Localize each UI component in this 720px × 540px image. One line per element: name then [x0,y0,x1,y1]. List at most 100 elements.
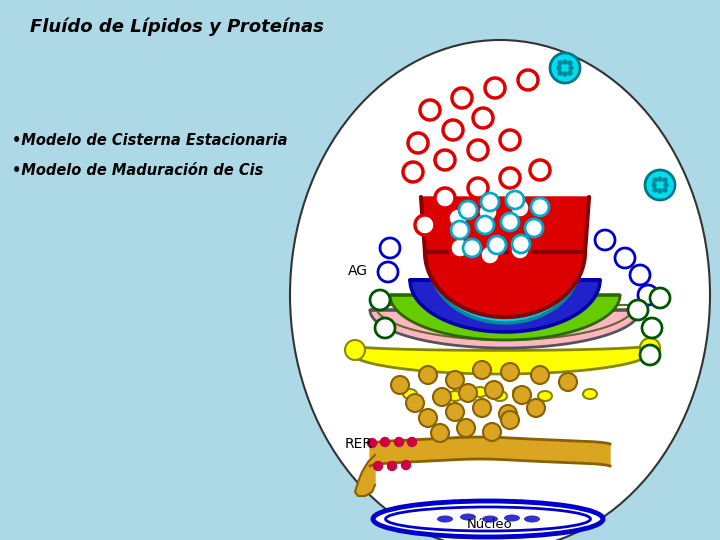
Circle shape [658,189,662,193]
Ellipse shape [437,516,453,523]
Circle shape [468,178,488,198]
Circle shape [510,240,530,260]
Circle shape [630,265,650,285]
Circle shape [431,424,449,442]
Circle shape [640,345,660,365]
Text: RER: RER [345,437,373,451]
Circle shape [473,399,491,417]
Circle shape [569,66,573,70]
Circle shape [501,213,519,231]
Circle shape [531,198,549,216]
Circle shape [513,386,531,404]
Circle shape [640,338,660,358]
Polygon shape [410,280,600,332]
Circle shape [506,191,524,209]
Polygon shape [355,455,375,496]
Circle shape [550,53,580,83]
Text: AG: AG [348,264,368,278]
Circle shape [483,423,501,441]
Circle shape [452,88,472,108]
Circle shape [446,371,464,389]
Circle shape [658,177,662,181]
Polygon shape [370,437,610,466]
Ellipse shape [513,387,527,397]
Circle shape [451,221,469,239]
Circle shape [488,236,506,254]
Ellipse shape [583,389,597,399]
Circle shape [443,120,463,140]
Circle shape [473,108,493,128]
Circle shape [664,183,668,187]
Circle shape [457,419,475,437]
Ellipse shape [403,389,417,399]
Circle shape [527,399,545,417]
Ellipse shape [385,507,590,531]
Circle shape [645,170,675,200]
Ellipse shape [524,516,540,523]
Circle shape [559,373,577,391]
Circle shape [558,71,562,75]
Circle shape [408,133,428,153]
Circle shape [433,388,451,406]
Circle shape [653,188,657,192]
Polygon shape [350,346,650,374]
Circle shape [446,403,464,421]
Circle shape [563,60,567,64]
Text: •Modelo de Maduración de Cis: •Modelo de Maduración de Cis [12,163,264,178]
Circle shape [408,437,416,447]
Polygon shape [485,432,500,448]
Circle shape [345,340,365,360]
Text: Núcleo: Núcleo [467,518,513,531]
Circle shape [459,201,477,219]
Polygon shape [390,295,620,340]
Circle shape [652,183,656,187]
Circle shape [378,262,398,282]
Circle shape [435,188,455,208]
Ellipse shape [538,391,552,401]
Ellipse shape [493,391,507,401]
Polygon shape [427,228,583,323]
Circle shape [415,215,435,235]
Circle shape [459,384,477,402]
Circle shape [391,376,409,394]
Circle shape [568,61,572,65]
Circle shape [530,160,550,180]
Circle shape [531,366,549,384]
Circle shape [499,405,517,423]
Circle shape [653,178,657,182]
Circle shape [663,188,667,192]
Circle shape [463,239,481,257]
Ellipse shape [460,514,476,521]
Circle shape [473,361,491,379]
Circle shape [525,219,543,237]
Circle shape [420,100,440,120]
Circle shape [568,71,572,75]
Ellipse shape [473,387,487,397]
Circle shape [419,366,437,384]
Circle shape [481,193,499,211]
Circle shape [380,238,400,258]
Circle shape [478,202,498,222]
Ellipse shape [504,515,520,522]
Circle shape [450,238,470,258]
Circle shape [501,363,519,381]
Circle shape [563,72,567,76]
Polygon shape [421,197,589,317]
Circle shape [485,78,505,98]
Circle shape [642,318,662,338]
Ellipse shape [448,391,462,401]
Circle shape [435,150,455,170]
Circle shape [476,216,494,234]
Circle shape [558,61,562,65]
Ellipse shape [290,40,710,540]
Circle shape [512,235,530,253]
Circle shape [485,381,503,399]
Circle shape [518,70,538,90]
Circle shape [638,285,658,305]
Circle shape [380,437,390,447]
Circle shape [448,208,468,228]
Circle shape [375,318,395,338]
Polygon shape [370,310,640,348]
Circle shape [650,288,670,308]
Circle shape [615,248,635,268]
